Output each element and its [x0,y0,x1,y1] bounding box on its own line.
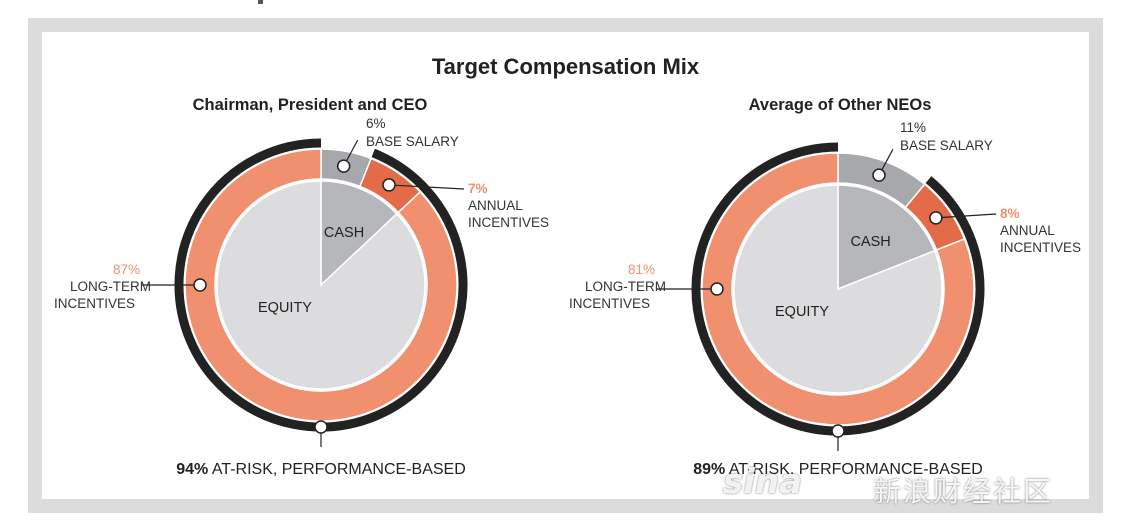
lt-dot-0 [193,278,207,292]
ring-slice-1-2 [701,152,975,426]
inner-slice-0-1 [216,180,426,390]
lt-pct-1: 81% [628,262,655,277]
atrisk-dot-1 [831,424,845,438]
annual-leader-0 [388,184,465,190]
cash-label-0: CASH [324,225,364,241]
cash-label-1: CASH [850,234,890,250]
base-dot-1 [872,168,886,182]
base-pct-1: 11% [900,120,926,135]
page-title: Target Compensation Mix [431,54,700,79]
annual-label-1-line2: INCENTIVES [1000,240,1081,255]
ring-slice-0-2 [184,148,458,422]
equity-label-0: EQUITY [258,300,312,316]
base-dot-0 [336,159,351,173]
annual-dot-1 [929,211,943,225]
annual-label-1: ANNUAL [1000,223,1055,238]
atrisk-pct-1: 89% [693,461,725,478]
watermark-text: 新浪财经社区 [873,475,1054,508]
watermark: sina 新浪财经社区 [723,442,1103,518]
inner-slice-0-0 [320,180,398,287]
annual-pct-0: 7% [468,181,488,196]
text-fragment [258,0,263,4]
annual-label-0-line2: INCENTIVES [468,215,549,230]
at-risk-arc-0 [174,138,468,432]
lt-label-1: LONG-TERM [585,279,666,294]
atrisk-pct-0: 94% [176,461,208,478]
lt-label-1-line2: INCENTIVES [569,296,650,311]
chart-title-neos: Average of Other NEOs [748,96,932,114]
annual-dot-0 [382,178,396,192]
lt-label-0: LONG-TERM [70,279,151,294]
inner-slice-1-1 [733,184,943,394]
watermark-logo: sina [723,462,803,502]
top-fragment [0,0,1123,18]
chart-title-ceo: Chairman, President and CEO [192,96,428,114]
annual-pct-1: 8% [1000,206,1020,221]
atrisk-label-1: 89% AT-RISK, PERFORMANCE-BASED [693,461,983,478]
at-risk-arc-1 [691,142,985,436]
base-label-1: BASE SALARY [900,138,993,153]
lt-label-0-line2: INCENTIVES [54,296,135,311]
atrisk-label-0: 94% AT-RISK, PERFORMANCE-BASED [176,461,466,478]
base-label-0: BASE SALARY [366,134,459,149]
atrisk-dot-0 [314,420,328,434]
annual-label-0: ANNUAL [468,198,523,213]
inner-slice-1-0 [837,184,936,291]
atrisk-text-1: AT-RISK, PERFORMANCE-BASED [725,461,983,478]
lt-dot-1 [710,282,724,296]
base-pct-0: 6% [366,116,386,131]
atrisk-text-0: AT-RISK, PERFORMANCE-BASED [208,461,466,478]
lt-pct-0: 87% [113,262,140,277]
annual-leader-1 [935,213,997,219]
equity-label-1: EQUITY [775,304,829,320]
